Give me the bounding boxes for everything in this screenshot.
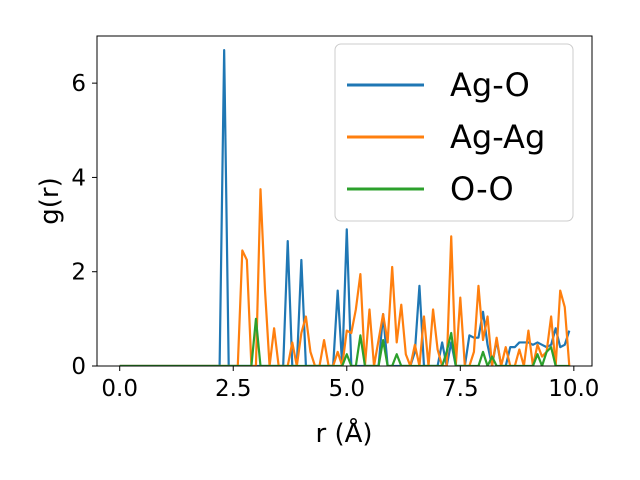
x-axis-ticks: 0.0 2.5 5.0 7.5 10.0: [101, 366, 599, 402]
y-tick-label: 6: [71, 71, 86, 97]
series-line-ag-ag: [119, 188, 571, 366]
y-axis-label: g(r): [35, 177, 65, 224]
legend-label: Ag-O: [450, 66, 530, 104]
legend: Ag-O Ag-Ag O-O: [334, 43, 574, 222]
legend-label: O-O: [450, 170, 514, 208]
x-tick-label: 2.5: [215, 376, 252, 402]
series-line-o-o: [119, 317, 570, 366]
x-tick-label: 5.0: [328, 376, 365, 402]
plot-frame: [96, 35, 593, 367]
y-tick-label: 0: [71, 354, 86, 380]
x-tick-label: 7.5: [442, 376, 479, 402]
legend-label: Ag-Ag: [450, 118, 545, 156]
x-axis-label: r (Å): [315, 417, 372, 449]
y-tick-label: 2: [71, 260, 86, 286]
x-tick-label: 10.0: [548, 376, 599, 402]
y-tick-label: 4: [71, 165, 86, 191]
legend-box: [334, 43, 574, 222]
series-lines: [119, 49, 571, 366]
x-tick-label: 0.0: [101, 376, 138, 402]
y-axis-ticks: 0 2 4 6: [71, 71, 97, 380]
